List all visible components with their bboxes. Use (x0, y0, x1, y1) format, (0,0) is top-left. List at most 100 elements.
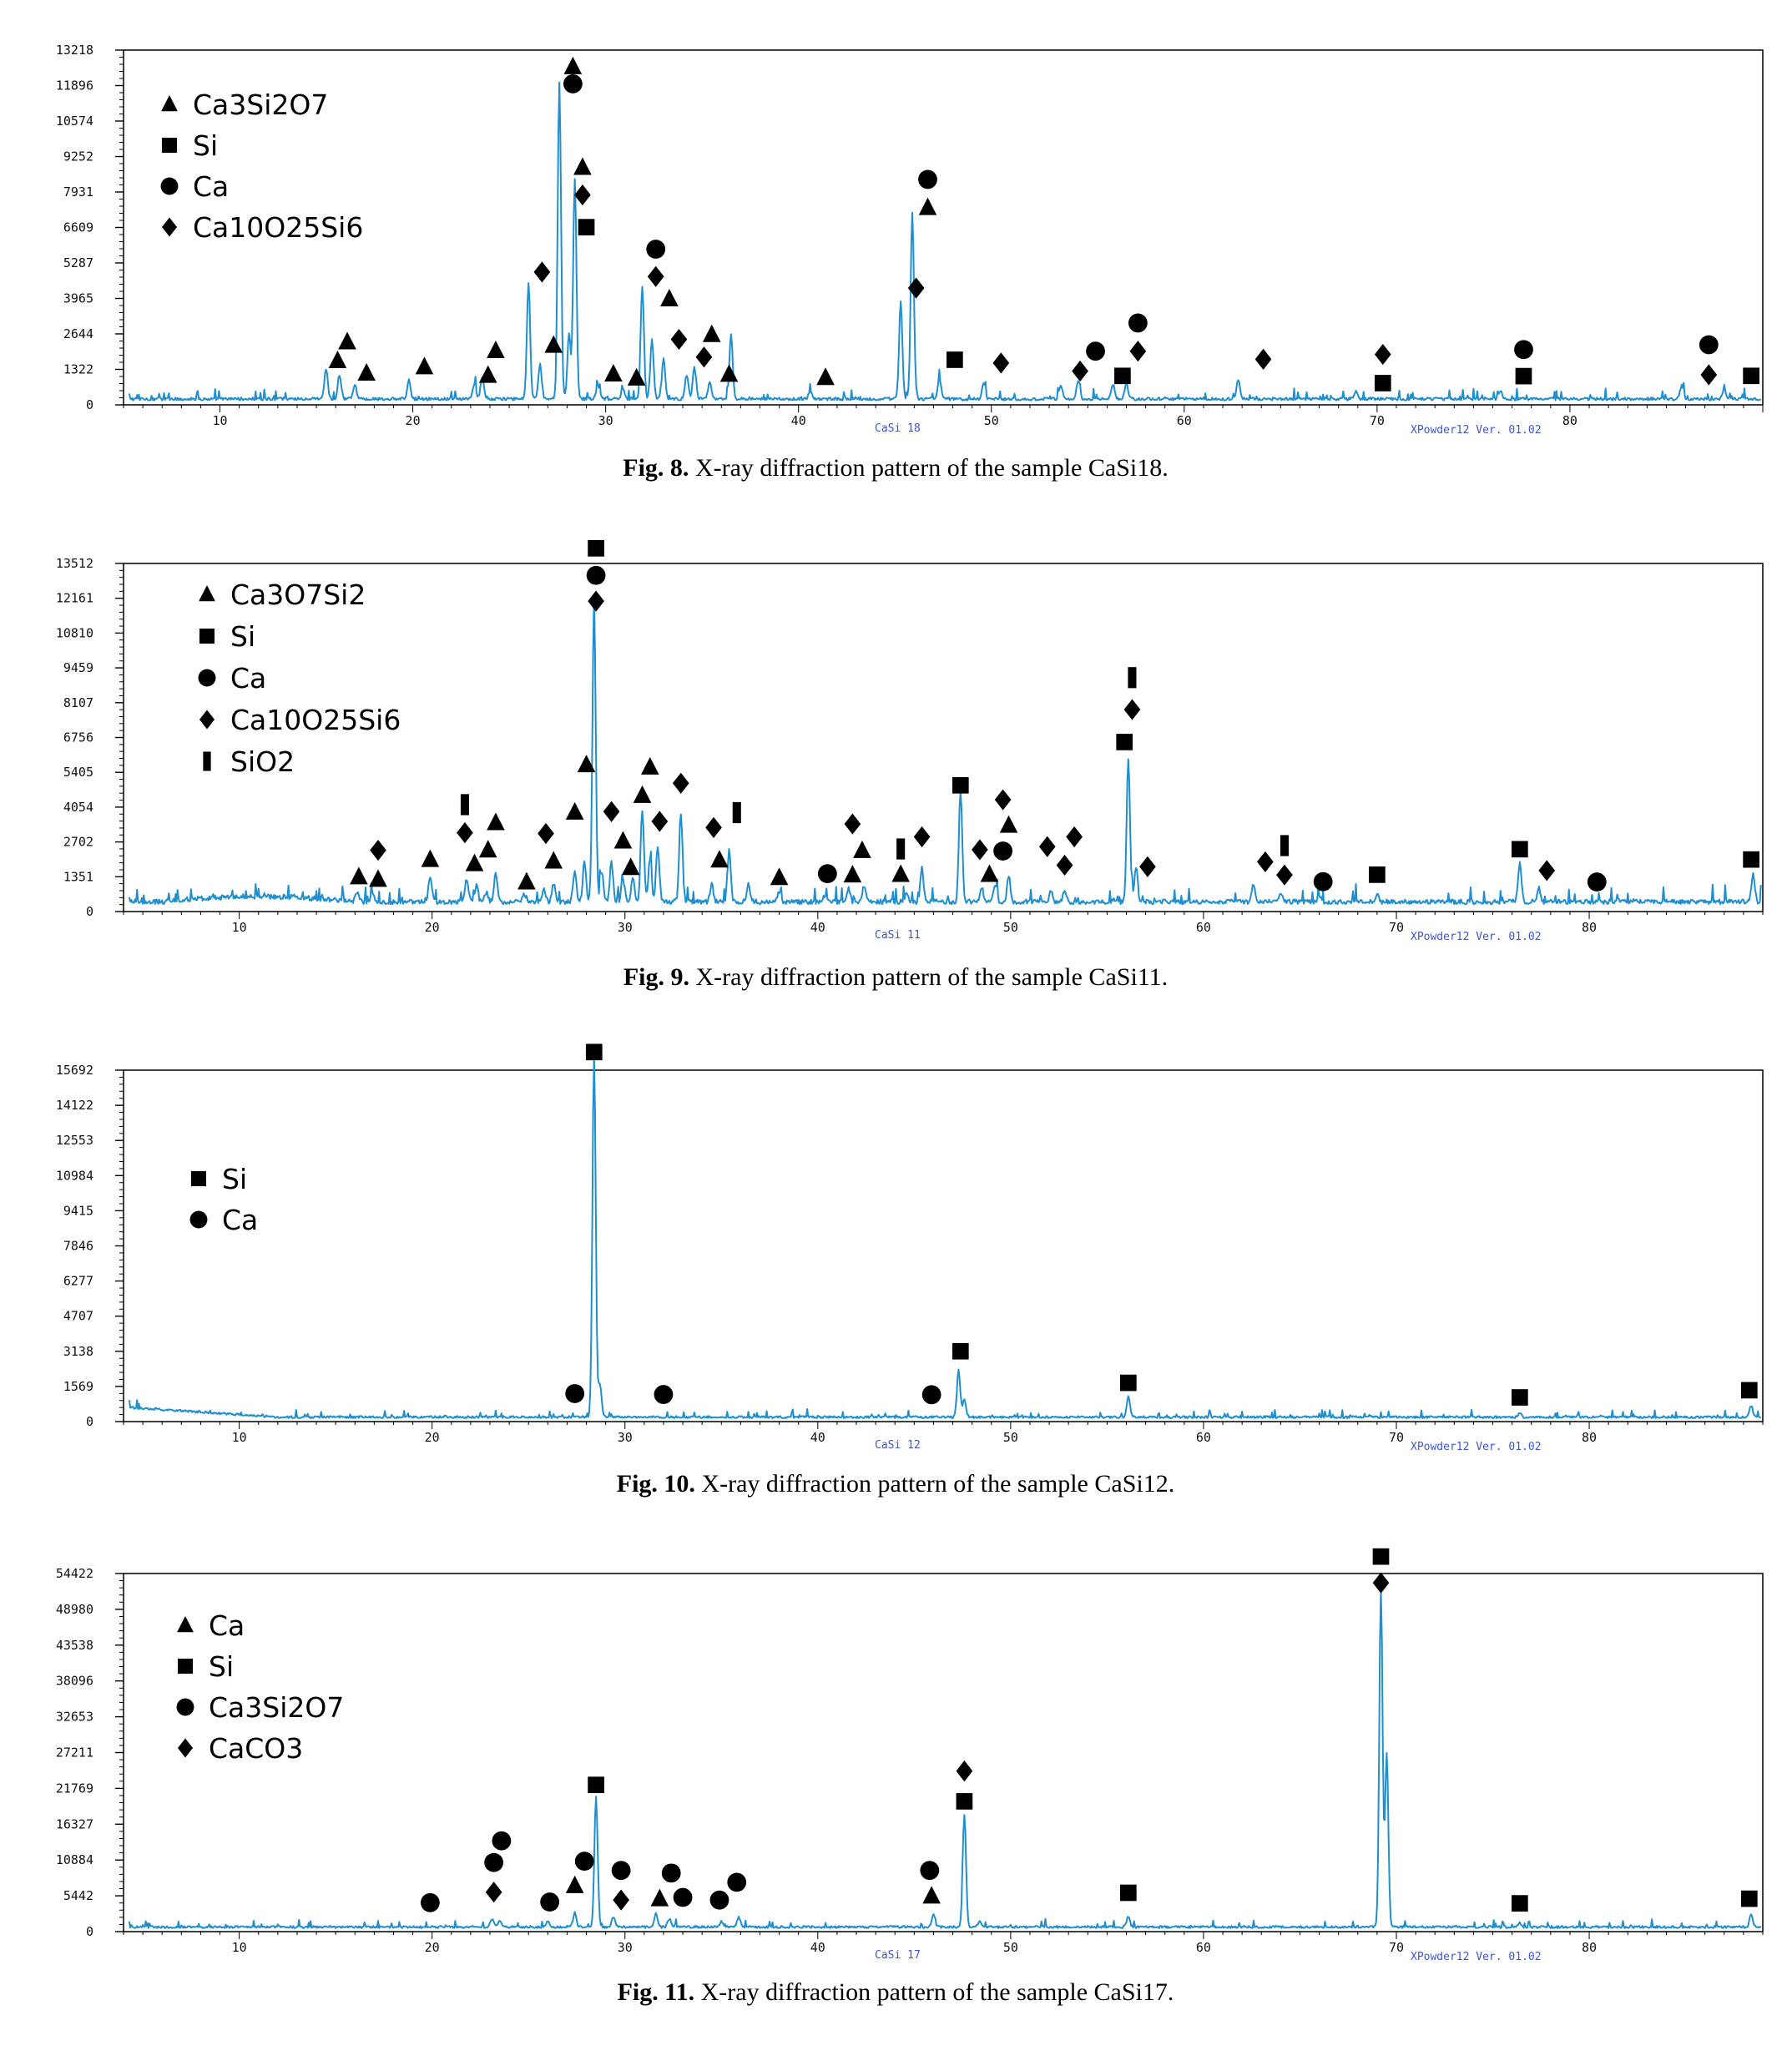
y-tick-label: 9252 (63, 149, 93, 164)
y-axis: 0 1351 2702 4054 5405 6756 8107 9459 10810 12161 1… (56, 556, 124, 919)
y-tick-label: 15692 (56, 1063, 93, 1078)
x-tick-label: 70 (1389, 920, 1404, 935)
circle-marker (1587, 872, 1607, 892)
y-tick-label: 6756 (63, 730, 93, 745)
legend-label: CaCO3 (209, 1732, 303, 1765)
x-tick-label: 30 (598, 413, 613, 428)
square-marker (1740, 1890, 1758, 1907)
triangle-marker (487, 341, 505, 359)
xrd-chart-4: 0 5442 10884 16327 21769 27211 32653 38096 43538… (56, 1548, 1764, 2006)
square-marker (588, 540, 604, 557)
circle-marker (673, 1887, 693, 1907)
figure-caption: Fig. 10. X-ray diffraction pattern of th… (617, 1470, 1174, 1498)
square-marker (1512, 841, 1528, 858)
software-watermark: XPowder12 Ver. 01.02 (1411, 931, 1542, 943)
diamond-marker (907, 277, 925, 299)
legend-label: Ca (193, 170, 229, 203)
circle-marker (492, 1831, 512, 1851)
diamond-marker (1254, 348, 1272, 370)
y-tick-label: 8107 (63, 695, 93, 710)
diamond-marker (1139, 856, 1156, 877)
square-marker (161, 137, 178, 154)
triangle-marker (161, 95, 178, 112)
y-tick-label: 1322 (63, 361, 93, 376)
y-axis: 0 1322 2644 3965 5287 6609 7931 9252 10574 11896 1… (56, 43, 124, 412)
square-marker (1369, 866, 1386, 883)
diamond-marker (1066, 826, 1083, 848)
x-tick-label: 30 (618, 920, 633, 935)
caption-label: Fig. 8. (623, 454, 689, 482)
diamond-marker (370, 839, 386, 861)
xrd-chart-3: 0 1569 3138 4707 6277 7846 9415 10984 12553 14122… (56, 1043, 1764, 1498)
diamond-marker (695, 346, 713, 368)
y-tick-label: 2644 (63, 326, 93, 341)
triangle-marker (573, 157, 592, 175)
circle-marker (1313, 871, 1333, 892)
legend-label: Ca (230, 662, 266, 695)
circle-marker (993, 841, 1013, 861)
x-tick-label: 80 (1582, 1940, 1597, 1955)
triangle-marker (177, 1616, 194, 1633)
triangle-marker (369, 869, 387, 887)
square-marker (585, 1043, 603, 1061)
square-marker (578, 219, 595, 235)
legend-label: SiO2 (230, 745, 295, 778)
legend-label: Si (222, 1163, 247, 1195)
y-tick-label: 0 (86, 1924, 93, 1939)
legend-label: Si (193, 129, 218, 162)
diamond-marker (588, 590, 604, 612)
circle-marker (611, 1861, 631, 1881)
circle-marker (654, 1385, 674, 1404)
y-tick-label: 10884 (56, 1852, 93, 1867)
phase-markers (328, 56, 1759, 391)
circle-marker (709, 1890, 729, 1910)
diffraction-trace (128, 1055, 1761, 1419)
triangle-marker (465, 853, 484, 871)
triangle-marker (853, 840, 871, 858)
diamond-marker (1257, 851, 1274, 873)
x-tick-label: 70 (1370, 413, 1385, 428)
software-watermark: XPowder12 Ver. 01.02 (1411, 424, 1542, 437)
square-marker (177, 1658, 194, 1675)
phase-markers (350, 540, 1759, 892)
circle-marker (420, 1892, 440, 1912)
y-tick-label: 12161 (56, 591, 93, 606)
y-tick-label: 1569 (63, 1379, 93, 1394)
sample-label: CaSi 17 (875, 1949, 921, 1962)
diamond-marker (177, 1738, 194, 1758)
triangle-marker (565, 1875, 584, 1893)
bar-marker (203, 751, 211, 771)
circle-marker (921, 1385, 941, 1405)
diamond-marker (647, 265, 664, 287)
square-marker (588, 1776, 604, 1794)
y-tick-label: 21769 (56, 1781, 93, 1796)
phase-markers (565, 1043, 1758, 1406)
diamond-marker (1072, 360, 1088, 382)
y-tick-label: 6609 (63, 220, 93, 235)
square-marker (190, 1170, 207, 1187)
circle-marker (1086, 341, 1105, 361)
legend: Ca3O7Si2 Si Ca Ca10O25Si6 SiO2 (198, 578, 401, 778)
y-tick-label: 43538 (56, 1638, 93, 1653)
triangle-marker (816, 367, 835, 386)
x-tick-label: 60 (1177, 413, 1192, 428)
x-tick-label: 50 (1003, 920, 1018, 935)
diamond-marker (992, 352, 1010, 374)
legend: Ca Si Ca3Si2O7 CaCO3 (176, 1609, 344, 1765)
x-axis: 10 20 30 40 50 60 70 80 (123, 405, 1764, 428)
y-tick-label: 7931 (63, 184, 93, 200)
legend: Si Ca (189, 1163, 258, 1236)
y-tick-label: 4707 (63, 1309, 93, 1324)
y-tick-label: 3965 (63, 291, 93, 306)
x-tick-label: 40 (791, 413, 806, 428)
circle-marker (176, 1698, 194, 1716)
square-marker (1114, 367, 1131, 385)
triangle-marker (843, 865, 862, 883)
x-tick-label: 10 (232, 1430, 247, 1445)
y-tick-label: 6277 (63, 1274, 93, 1289)
triangle-marker (357, 363, 376, 381)
bar-marker (1128, 667, 1137, 689)
triangle-marker (421, 849, 440, 867)
circle-marker (1514, 340, 1533, 360)
triangle-marker (613, 831, 633, 849)
